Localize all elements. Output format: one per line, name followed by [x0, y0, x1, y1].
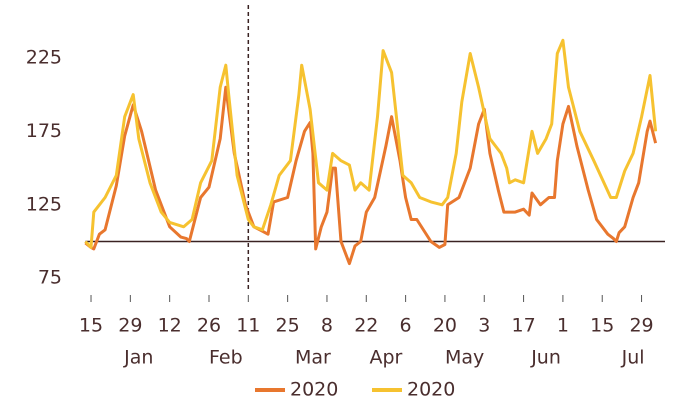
- month-label: Jun: [530, 347, 561, 369]
- x-tick-label: 6: [400, 315, 412, 337]
- x-tick-label: 3: [478, 315, 490, 337]
- series-line: [84, 38, 658, 249]
- month-label: Apr: [370, 347, 403, 369]
- month-label: Jul: [621, 347, 645, 369]
- month-label: Feb: [209, 347, 243, 369]
- x-tick-label: 15: [79, 315, 103, 337]
- y-tick-label: 175: [26, 120, 62, 142]
- x-tick-label: 12: [158, 315, 182, 337]
- legend-label: 2020: [407, 379, 455, 401]
- y-tick-label: 75: [38, 267, 62, 289]
- x-tick-label: 25: [276, 315, 300, 337]
- y-tick-label: 225: [26, 46, 62, 68]
- month-label: Jan: [123, 347, 153, 369]
- month-label: May: [445, 347, 484, 369]
- x-tick-label: 26: [197, 315, 221, 337]
- x-tick-label: 8: [321, 315, 333, 337]
- month-label: Mar: [295, 347, 331, 369]
- x-tick-label: 29: [629, 315, 653, 337]
- x-tick-label: 22: [354, 315, 378, 337]
- y-tick-label: 125: [26, 193, 62, 215]
- x-tick-label: 15: [590, 315, 614, 337]
- legend-label: 2020: [290, 379, 338, 401]
- x-tick-label: 29: [118, 315, 142, 337]
- x-tick-label: 17: [511, 315, 535, 337]
- x-tick-label: 1: [557, 315, 569, 337]
- x-tick-label: 11: [236, 315, 260, 337]
- series-line: [84, 85, 658, 266]
- x-tick-label: 20: [433, 315, 457, 337]
